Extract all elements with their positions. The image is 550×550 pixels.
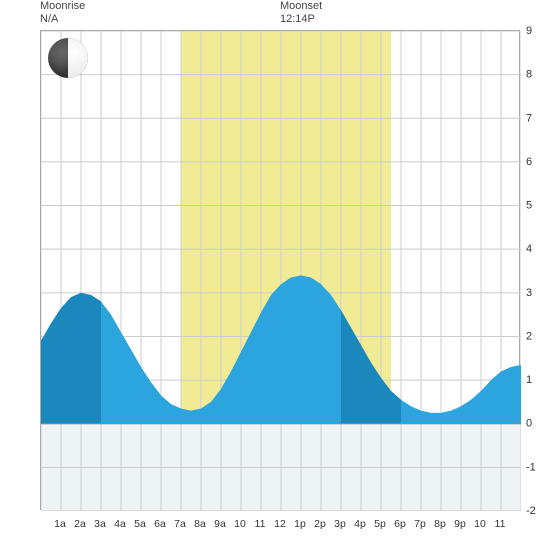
svg-text:11: 11 <box>255 518 266 530</box>
svg-text:5: 5 <box>526 200 532 212</box>
svg-text:3a: 3a <box>94 518 106 530</box>
svg-text:2a: 2a <box>74 518 86 530</box>
svg-text:6p: 6p <box>394 518 406 530</box>
y-axis: -2 -1 0 1 2 3 4 5 6 7 8 9 <box>522 25 550 515</box>
svg-text:10: 10 <box>474 518 486 530</box>
svg-text:3p: 3p <box>334 518 346 530</box>
svg-text:6: 6 <box>526 156 532 168</box>
moonset-caption: Moonset <box>280 0 322 13</box>
svg-text:3: 3 <box>526 287 532 299</box>
svg-text:7p: 7p <box>414 518 426 530</box>
svg-text:6a: 6a <box>154 518 166 530</box>
moonrise-value: N/A <box>40 13 85 26</box>
svg-text:5p: 5p <box>374 518 386 530</box>
moonset-block: Moonset 12:14P <box>280 0 322 26</box>
moonset-value: 12:14P <box>280 13 322 26</box>
svg-text:9: 9 <box>526 25 532 37</box>
svg-text:5a: 5a <box>134 518 146 530</box>
svg-text:7a: 7a <box>174 518 186 530</box>
moon-phase-icon <box>48 38 88 78</box>
svg-text:1: 1 <box>526 374 532 386</box>
chart-area <box>40 30 520 510</box>
header-labels: Moonrise N/A Moonset 12:14P <box>0 0 550 30</box>
svg-text:4: 4 <box>526 243 532 255</box>
svg-text:2: 2 <box>526 330 532 342</box>
x-axis: 1a 2a 3a 4a 5a 6a 7a 8a 9a 10 11 12 1p 2p 3p 4p 5p 6p 7p 8p… <box>30 515 530 535</box>
moonrise-caption: Moonrise <box>40 0 85 13</box>
svg-text:8: 8 <box>526 69 532 81</box>
svg-text:7: 7 <box>526 112 532 124</box>
svg-text:11: 11 <box>495 518 506 530</box>
svg-text:12: 12 <box>274 518 286 530</box>
svg-text:4a: 4a <box>114 518 126 530</box>
svg-text:-1: -1 <box>526 461 536 473</box>
moonrise-block: Moonrise N/A <box>40 0 85 26</box>
svg-text:2p: 2p <box>314 518 326 530</box>
svg-text:1p: 1p <box>294 518 306 530</box>
svg-text:4p: 4p <box>354 518 366 530</box>
svg-text:0: 0 <box>526 418 532 430</box>
svg-text:9a: 9a <box>214 518 226 530</box>
svg-text:8p: 8p <box>434 518 446 530</box>
tide-chart-panel: Moonrise N/A Moonset 12:14P -2-101234567… <box>0 0 550 550</box>
svg-text:-2: -2 <box>526 505 536 515</box>
chart-svg <box>41 31 521 511</box>
svg-text:8a: 8a <box>194 518 206 530</box>
svg-text:1a: 1a <box>54 518 66 530</box>
svg-text:9p: 9p <box>454 518 466 530</box>
svg-text:10: 10 <box>234 518 246 530</box>
